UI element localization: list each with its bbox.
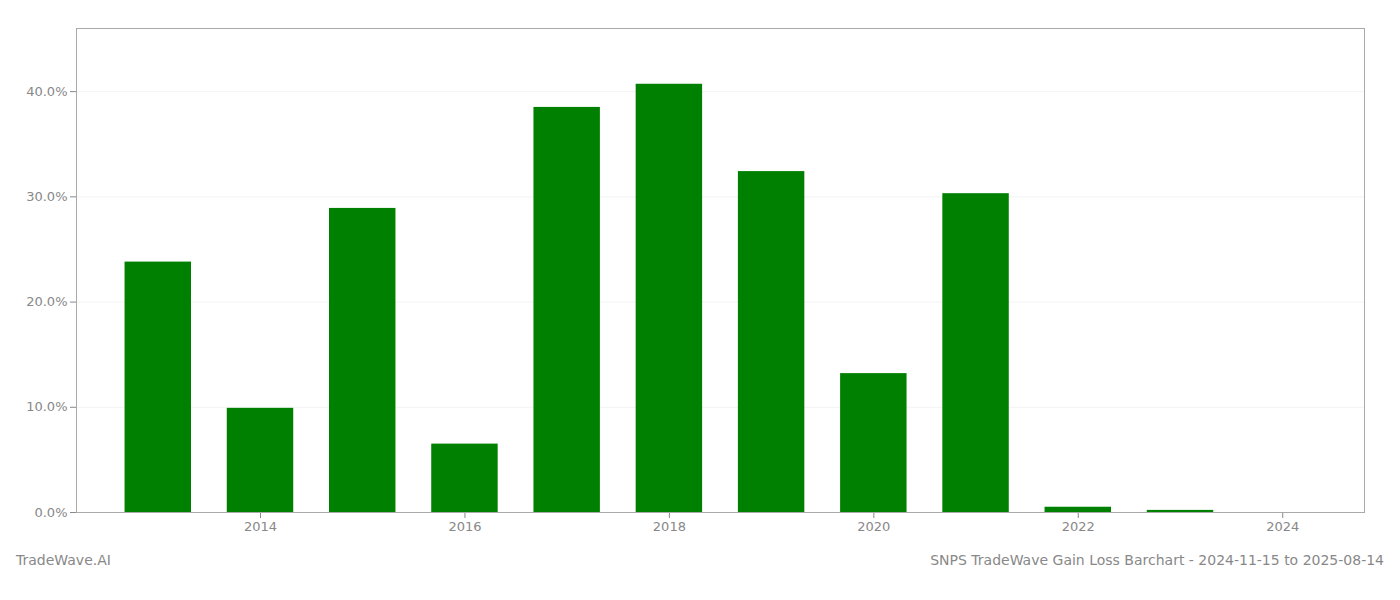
svg-text:2022: 2022 — [1062, 519, 1095, 534]
svg-text:2024: 2024 — [1266, 519, 1299, 534]
svg-text:20.0%: 20.0% — [26, 294, 67, 309]
html-text:TradeWave.AI: TradeWave.AI — [16, 552, 111, 568]
svg-text:2018: 2018 — [653, 519, 686, 534]
svg-text:30.0%: 30.0% — [26, 189, 67, 204]
svg-text:2014: 2014 — [244, 519, 277, 534]
svg-text:2016: 2016 — [448, 519, 481, 534]
svg-text:10.0%: 10.0% — [26, 399, 67, 414]
svg-text:2020: 2020 — [857, 519, 890, 534]
svg-text:40.0%: 40.0% — [26, 84, 67, 99]
svg-text:0.0%: 0.0% — [34, 505, 67, 520]
html-text:SNPS TradeWave Gain Loss Barch: SNPS TradeWave Gain Loss Barchart - 2024… — [930, 552, 1384, 568]
